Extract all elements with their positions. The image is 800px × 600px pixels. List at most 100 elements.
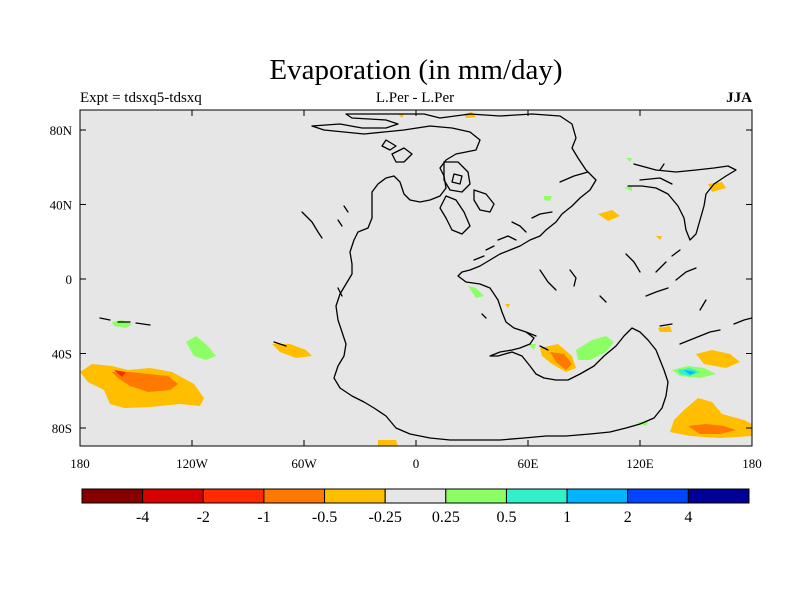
colorbar-swatch xyxy=(505,488,568,504)
negative-anomaly-region xyxy=(656,236,662,240)
coastline xyxy=(381,139,397,151)
colorbar-label: 0.5 xyxy=(496,509,516,526)
coastlines xyxy=(99,113,752,441)
negative-anomaly-region xyxy=(112,372,178,392)
x-tick-label: 120W xyxy=(176,456,209,471)
x-tick-label: 180 xyxy=(70,456,90,471)
negative-anomaly-region xyxy=(378,440,398,446)
positive-anomaly-region xyxy=(186,336,216,360)
colorbar-label: -4 xyxy=(136,509,149,526)
coastline xyxy=(645,287,669,297)
negative-anomaly-region xyxy=(398,114,404,118)
negative-anomaly-region xyxy=(708,182,726,192)
coastline xyxy=(337,219,343,227)
colorbar-swatch xyxy=(202,488,265,504)
positive-anomaly-region xyxy=(528,344,536,350)
colorbar-label: -2 xyxy=(197,509,210,526)
coastline xyxy=(699,299,707,311)
negative-anomaly-region xyxy=(598,210,620,221)
positive-anomaly-region xyxy=(544,196,552,201)
coastline xyxy=(531,211,553,219)
experiment-label: Expt = tdsxq5-tdsxq xyxy=(80,90,202,106)
negative-anomaly-region xyxy=(505,304,510,308)
negative-anomaly-region xyxy=(550,352,572,370)
negative-anomaly-region xyxy=(464,112,476,118)
coastline xyxy=(343,205,349,213)
coastline xyxy=(569,269,577,287)
coastline xyxy=(511,221,527,233)
colorbar-label: -0.5 xyxy=(312,509,337,526)
negative-anomaly-region xyxy=(696,350,740,368)
coastline xyxy=(639,177,673,185)
coastline xyxy=(659,163,665,171)
colorbar-label: 4 xyxy=(684,509,692,526)
y-tick-label: 80S xyxy=(52,421,72,436)
negative-anomaly-region xyxy=(272,344,312,358)
coastline xyxy=(525,331,549,351)
coastline xyxy=(539,269,557,291)
coastline xyxy=(485,245,495,251)
coastline xyxy=(443,161,471,193)
negative-anomaly-region xyxy=(670,398,752,438)
colorbar-swatch xyxy=(81,488,144,504)
y-tick-label: 0 xyxy=(66,272,73,287)
colorbar-label: -1 xyxy=(257,509,270,526)
coastline xyxy=(273,341,287,347)
colorbar-label: 2 xyxy=(624,509,632,526)
positive-anomaly-region xyxy=(626,158,632,162)
coastline xyxy=(559,171,589,183)
y-tick-label: 40N xyxy=(50,198,73,213)
x-tick-label: 60E xyxy=(518,456,539,471)
coastline xyxy=(679,329,721,345)
colorbar: -4 -2 -1 -0.5 -0.25 0.25 0.5 1 2 4 xyxy=(81,488,750,526)
coastline xyxy=(733,317,752,325)
coastline xyxy=(481,313,487,319)
coastline xyxy=(337,287,343,297)
colorbar-swatch xyxy=(566,488,629,504)
colorbar-label: -0.25 xyxy=(369,509,402,526)
coastline xyxy=(473,255,485,261)
colorbar-swatch xyxy=(687,488,750,504)
map-title: Evaporation (in mm/day) xyxy=(269,54,563,86)
positive-anomaly-region xyxy=(684,370,696,375)
y-tick-label: 80N xyxy=(50,123,73,138)
positive-anomaly-region xyxy=(624,186,632,191)
colorbar-swatch xyxy=(384,488,447,504)
colorbar-swatch xyxy=(142,488,204,504)
coastline xyxy=(301,211,323,239)
x-tick-label: 60W xyxy=(291,456,317,471)
coastline xyxy=(311,113,669,441)
coastline xyxy=(599,295,607,303)
x-tick-label: 0 xyxy=(413,456,420,471)
negative-anomaly-region xyxy=(688,424,736,434)
colorbar-swatch xyxy=(324,488,386,504)
colorbar-swatch xyxy=(263,488,326,504)
colorbar-swatch xyxy=(627,488,689,504)
colorbar-label: 1 xyxy=(563,509,571,526)
negative-anomaly-region xyxy=(658,326,672,332)
coastline xyxy=(497,235,517,241)
negative-anomaly-region xyxy=(114,370,126,377)
period-label: L.Per - L.Per xyxy=(375,90,455,106)
coastline xyxy=(675,267,697,281)
coastline xyxy=(627,163,737,241)
x-tick-label: 180 xyxy=(742,456,762,471)
map-axes: 180 120W 60W 0 60E 120E 180 80N 40N 0 40S 80S xyxy=(50,110,762,471)
coastline xyxy=(451,173,463,185)
positive-anomaly-region xyxy=(636,422,648,426)
x-tick-label: 120E xyxy=(626,456,654,471)
coastline xyxy=(659,323,673,327)
positive-anomaly-region xyxy=(468,286,484,298)
coastline xyxy=(473,189,495,213)
season-label: JJA xyxy=(726,90,752,106)
y-tick-label: 40S xyxy=(52,347,72,362)
anomaly-contours xyxy=(80,112,752,446)
coastline xyxy=(99,317,151,326)
coastline xyxy=(655,249,681,273)
coastline xyxy=(391,147,413,163)
coastline xyxy=(439,195,471,235)
coastline xyxy=(625,253,641,273)
colorbar-swatch xyxy=(445,488,507,504)
positive-anomaly-region xyxy=(576,336,614,360)
